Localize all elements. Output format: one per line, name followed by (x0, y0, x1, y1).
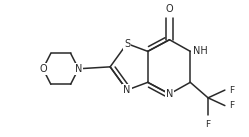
Text: O: O (39, 64, 47, 74)
Text: NH: NH (193, 46, 208, 56)
Text: O: O (166, 4, 173, 14)
Text: N: N (75, 64, 82, 74)
Text: N: N (166, 89, 173, 99)
Text: N: N (123, 85, 131, 95)
Text: F: F (229, 101, 234, 110)
Text: S: S (124, 39, 130, 49)
Text: F: F (229, 86, 234, 95)
Text: F: F (205, 120, 211, 129)
